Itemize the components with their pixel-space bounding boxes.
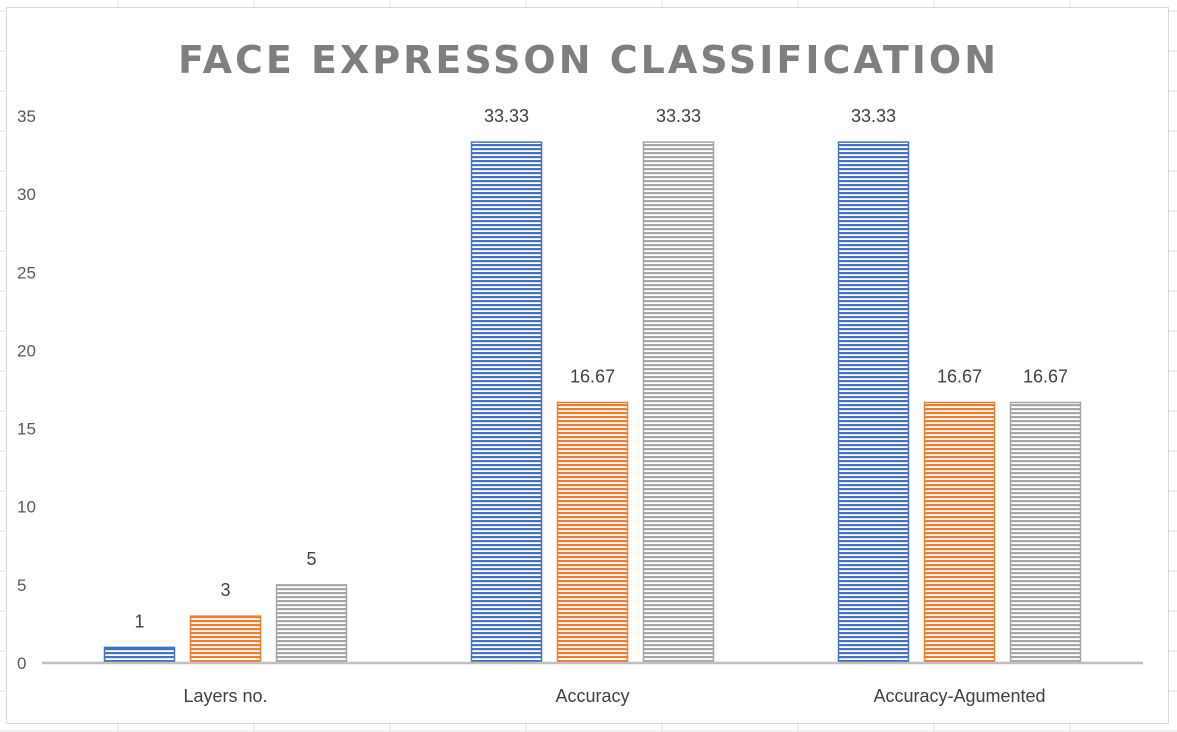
data-label: 16.67 (937, 366, 982, 386)
bar[interactable] (470, 141, 543, 664)
y-tick-label: 5 (17, 576, 26, 595)
bar[interactable] (189, 615, 262, 664)
y-tick-label: 30 (17, 185, 36, 204)
data-label: 16.67 (570, 366, 615, 386)
y-tick-label: 35 (17, 107, 36, 126)
data-label: 5 (306, 549, 316, 569)
x-category-label: Accuracy-Agumented (873, 686, 1045, 706)
bar[interactable] (923, 401, 996, 664)
bar[interactable] (103, 646, 176, 664)
chart-title: FACE EXPRESSON CLASSIFICATION (177, 38, 1000, 82)
bar[interactable] (1009, 401, 1082, 664)
chart-area[interactable]: FACE EXPRESSON CLASSIFICATION 0 5 10 15 20 25… (6, 7, 1169, 724)
data-label: 33.33 (656, 106, 701, 126)
y-tick-label: 25 (17, 263, 36, 282)
y-tick-label: 15 (17, 420, 36, 439)
data-label: 1 (134, 611, 144, 631)
data-label: 33.33 (851, 106, 896, 126)
x-category-label: Layers no. (183, 686, 267, 706)
data-label: 16.67 (1023, 366, 1068, 386)
bar[interactable] (642, 141, 715, 664)
y-tick-label: 0 (17, 654, 26, 673)
data-label: 3 (220, 580, 230, 600)
x-category-label: Accuracy (555, 686, 629, 706)
y-tick-label: 20 (17, 341, 36, 360)
bar[interactable] (556, 401, 629, 664)
bar[interactable] (837, 141, 910, 664)
bar[interactable] (275, 584, 348, 664)
data-label: 33.33 (484, 106, 529, 126)
y-tick-label: 10 (17, 498, 36, 517)
